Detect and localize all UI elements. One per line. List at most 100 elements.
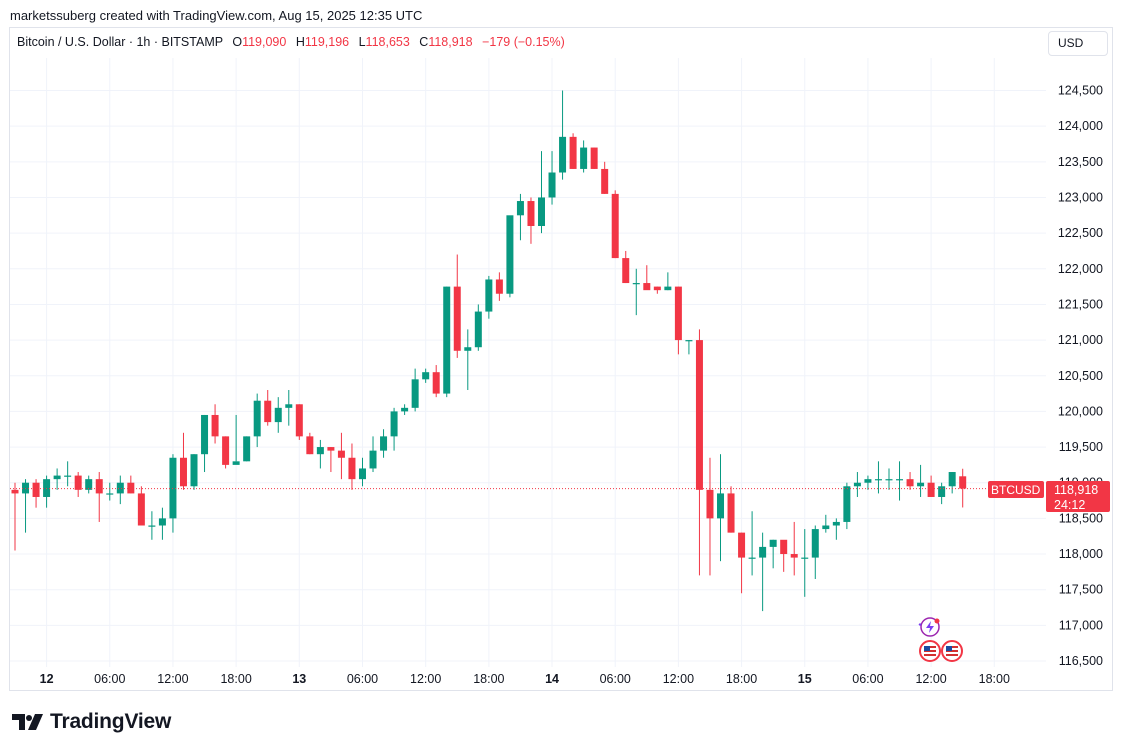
candle bbox=[11, 482, 19, 551]
candle-body bbox=[295, 404, 303, 437]
candle bbox=[274, 397, 282, 433]
candle-body bbox=[337, 450, 345, 458]
candle bbox=[285, 390, 293, 426]
candle bbox=[401, 404, 409, 415]
low-label: L bbox=[358, 35, 366, 49]
candle bbox=[295, 404, 303, 440]
low-value: 118,653 bbox=[365, 35, 410, 49]
chart-frame[interactable] bbox=[9, 27, 1113, 691]
candle-body bbox=[137, 493, 145, 526]
chart-attribution: marketssuberg created with TradingView.c… bbox=[10, 8, 423, 23]
y-tick-label: 123,000 bbox=[1058, 190, 1103, 204]
x-tick-label: 06:00 bbox=[347, 672, 378, 686]
candle-body bbox=[695, 340, 703, 490]
candle bbox=[506, 215, 514, 298]
candle-body bbox=[453, 286, 461, 351]
brand-name: TradingView bbox=[50, 710, 172, 733]
price-tag-countdown: 24:12 bbox=[1054, 498, 1085, 512]
candle bbox=[201, 414, 209, 473]
candle bbox=[959, 468, 967, 508]
candle-body bbox=[11, 489, 19, 494]
candle-body bbox=[274, 407, 282, 423]
candle-body bbox=[401, 407, 409, 412]
y-tick-label: 117,500 bbox=[1059, 583, 1103, 597]
candle-body bbox=[495, 279, 503, 294]
candle bbox=[316, 439, 324, 469]
candle bbox=[664, 272, 672, 291]
currency-button[interactable]: USD bbox=[1048, 31, 1108, 56]
candle-body bbox=[179, 457, 187, 487]
candle bbox=[706, 457, 714, 576]
x-tick-label: 18:00 bbox=[726, 672, 757, 686]
y-tick-label: 118,000 bbox=[1059, 547, 1103, 561]
candle-body bbox=[85, 479, 93, 490]
candle-body bbox=[938, 486, 946, 497]
candle-body bbox=[148, 525, 156, 527]
candle-body bbox=[485, 279, 493, 312]
candle-body bbox=[32, 482, 40, 497]
candle bbox=[717, 454, 725, 562]
candle bbox=[464, 329, 472, 391]
x-tick-label: 15 bbox=[798, 672, 812, 686]
symbol-description[interactable]: Bitcoin / U.S. Dollar · 1h · BITSTAMP bbox=[17, 35, 223, 49]
candle-body bbox=[264, 400, 272, 423]
candle bbox=[211, 404, 219, 444]
candle bbox=[422, 368, 430, 383]
candle bbox=[137, 486, 145, 526]
candle bbox=[832, 518, 840, 540]
y-tick-label: 116,500 bbox=[1059, 654, 1103, 668]
candle-body bbox=[664, 286, 672, 291]
candle bbox=[95, 472, 103, 522]
price-axis[interactable]: 116,500117,000117,500118,000118,500119,0… bbox=[1058, 84, 1103, 669]
candle-body bbox=[580, 147, 588, 169]
y-tick-label: 122,000 bbox=[1058, 262, 1103, 276]
us-flag-icon[interactable] bbox=[941, 640, 963, 662]
candle-body bbox=[201, 414, 209, 455]
candle bbox=[390, 407, 398, 451]
candle bbox=[485, 275, 493, 319]
candle bbox=[348, 443, 356, 490]
x-tick-label: 13 bbox=[292, 672, 306, 686]
candle bbox=[432, 365, 440, 398]
candle-body bbox=[527, 201, 535, 226]
candle bbox=[769, 539, 777, 569]
y-tick-label: 118,500 bbox=[1059, 511, 1103, 525]
candle bbox=[790, 521, 798, 576]
candle bbox=[653, 286, 661, 294]
candle-body bbox=[885, 479, 893, 481]
candle-body bbox=[348, 457, 356, 480]
candle-body bbox=[811, 529, 819, 558]
x-tick-label: 18:00 bbox=[220, 672, 251, 686]
candle-body bbox=[232, 461, 240, 465]
candle bbox=[874, 461, 882, 494]
candle bbox=[759, 532, 767, 612]
candle bbox=[148, 511, 156, 540]
candle bbox=[74, 472, 82, 497]
symbol-legend: Bitcoin / U.S. Dollar · 1h · BITSTAMP O 1… bbox=[17, 35, 565, 49]
candle-body bbox=[632, 283, 640, 285]
lightning-event-icon[interactable] bbox=[918, 617, 940, 637]
time-axis[interactable]: 12 06:00 12:00 18:00 13 06:00 12:00 18:00 14 06:0… bbox=[40, 672, 1010, 686]
candle-body bbox=[53, 475, 61, 480]
candle bbox=[264, 390, 272, 426]
candle-body bbox=[759, 546, 767, 558]
candle bbox=[896, 461, 904, 501]
candle-body bbox=[74, 475, 82, 490]
candle-body bbox=[590, 147, 598, 169]
candle-body bbox=[380, 436, 388, 451]
candle-body bbox=[653, 286, 661, 291]
tradingview-logo[interactable]: TradingView bbox=[12, 710, 171, 734]
us-flag-icon[interactable] bbox=[919, 640, 941, 662]
open-label: O bbox=[232, 35, 243, 49]
candle bbox=[222, 436, 230, 469]
candle-body bbox=[643, 283, 651, 291]
x-tick-label: 12:00 bbox=[410, 672, 441, 686]
candle-body bbox=[769, 539, 777, 547]
candle-body bbox=[959, 476, 967, 489]
candle-body bbox=[853, 482, 861, 487]
candle bbox=[917, 464, 925, 497]
candle-body bbox=[222, 436, 230, 465]
candle-body bbox=[738, 532, 746, 558]
candle bbox=[611, 190, 619, 259]
